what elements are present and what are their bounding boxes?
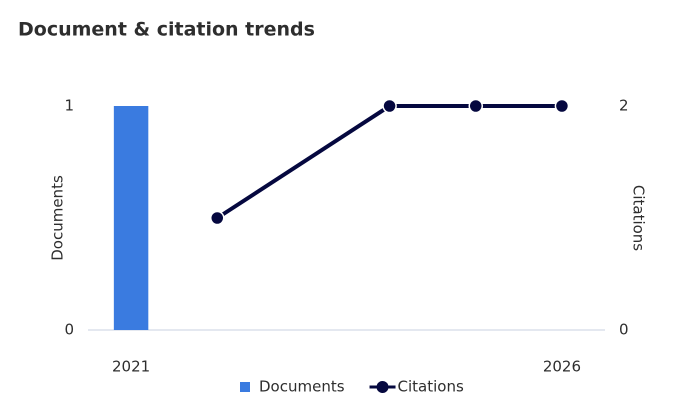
x-tick-label: 2021 <box>112 358 150 376</box>
y-tick-label: 0 <box>64 321 74 339</box>
y2-tick-label: 2 <box>619 97 629 115</box>
legend-label: Documents <box>259 378 345 396</box>
legend-swatch <box>376 381 389 393</box>
line <box>216 104 562 220</box>
bar <box>113 106 149 330</box>
y2-tick-label: 0 <box>619 321 629 339</box>
point <box>554 98 570 114</box>
point <box>468 98 483 114</box>
y-axis-label: Documents <box>49 175 67 261</box>
legend-label: Citations <box>398 378 464 396</box>
legend-swatch <box>240 382 250 392</box>
point <box>210 210 225 226</box>
chart-title: Document & citation trends <box>18 19 315 41</box>
x-tick-label: 2026 <box>543 358 581 376</box>
y-tick-label: 1 <box>64 97 74 115</box>
point <box>382 98 397 114</box>
y2-axis-label: Citations <box>630 185 648 251</box>
